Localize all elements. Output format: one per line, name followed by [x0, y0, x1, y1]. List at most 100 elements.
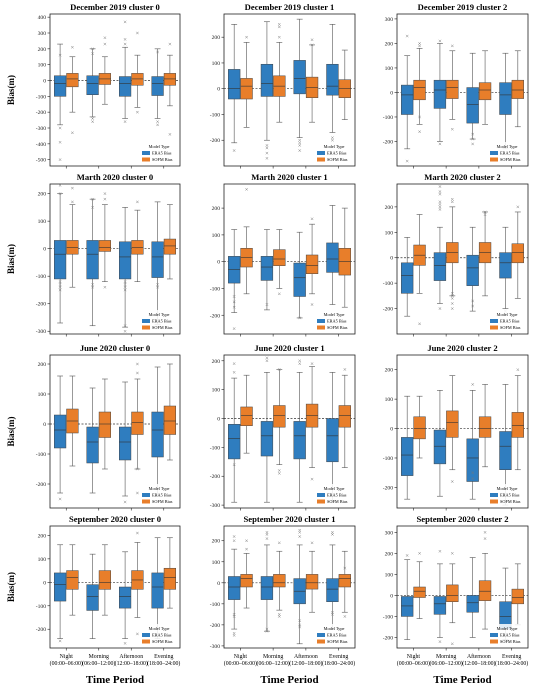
outlier-point: [232, 539, 236, 543]
box-sofm: [338, 49, 351, 120]
box-iqr: [293, 262, 306, 297]
box-era5: [466, 226, 479, 312]
box-era5: [86, 553, 99, 639]
outlier-point: [123, 500, 127, 504]
outlier-point: [483, 213, 487, 216]
box-era5: [401, 237, 414, 317]
outlier-point: [298, 619, 302, 623]
outlier-point: [418, 115, 421, 119]
panel-6: Marth 2020 cluster 2 -200 -100 0 100 200 Model…: [383, 172, 529, 337]
box-sofm: [478, 384, 492, 468]
panel-title: Marth 2020 cluster 1: [251, 172, 327, 182]
y-tick-label: 200: [385, 41, 394, 47]
outlier-point: [71, 200, 74, 204]
outlier-point: [91, 52, 94, 55]
plot-frame: [396, 354, 529, 509]
box-era5: [293, 231, 306, 320]
panel-5: Marth 2020 cluster 1 -200 -100 0 100 200 Model…: [210, 172, 356, 337]
box-sofm: [511, 563, 524, 626]
box-era5: [293, 528, 306, 645]
outlier-point: [156, 285, 159, 289]
x-tick-label: (00:00–06:00): [50, 660, 83, 667]
box-iqr: [511, 79, 524, 99]
y-tick-label: 100: [212, 560, 221, 566]
box-sofm: [131, 31, 144, 114]
outlier-point: [232, 634, 236, 637]
y-axis-label: Bias(m): [6, 572, 16, 602]
plot-frame: [223, 13, 356, 167]
legend-title: Model Type: [149, 626, 170, 631]
outlier-point: [168, 42, 172, 46]
plot-frame: [223, 183, 356, 335]
box-sofm: [273, 368, 286, 475]
box-sofm: [446, 551, 459, 646]
outlier-point: [277, 25, 281, 29]
outlier-point: [91, 120, 94, 124]
outlier-point: [277, 22, 281, 26]
outlier-point: [232, 615, 236, 618]
box-iqr: [163, 73, 177, 86]
y-tick-label: 200: [385, 205, 394, 211]
outlier-point: [58, 53, 62, 57]
legend-swatch: [317, 493, 325, 497]
legend-title: Model Type: [149, 312, 170, 317]
box-iqr: [54, 572, 67, 602]
legend-title: Model Type: [497, 144, 518, 149]
outlier-point: [450, 127, 454, 131]
outlier-point: [265, 151, 269, 155]
box-era5: [433, 549, 447, 644]
box-iqr: [446, 584, 459, 602]
box-era5: [54, 375, 67, 501]
outlier-point: [265, 156, 269, 160]
panel-title: June 2020 cluster 1: [254, 343, 324, 353]
box-era5: [401, 554, 414, 640]
outlier-point: [483, 530, 487, 534]
outlier-point: [450, 294, 454, 298]
x-tick-label: (00:00–06:00): [224, 660, 257, 667]
box-iqr: [260, 63, 274, 97]
outlier-point: [405, 159, 409, 163]
outlier-point: [168, 132, 172, 136]
outlier-point: [483, 210, 487, 214]
box-era5: [86, 387, 99, 494]
box-iqr: [466, 595, 479, 613]
y-tick-label: -100: [383, 115, 393, 121]
legend-label: ERA5 Bias: [152, 633, 172, 638]
legend-swatch: [142, 319, 150, 323]
outlier-point: [58, 183, 62, 187]
box-iqr: [326, 63, 339, 96]
plot-frame: [49, 13, 181, 167]
box-sofm: [163, 363, 177, 461]
box-era5: [151, 537, 164, 639]
box-iqr: [401, 596, 414, 617]
legend-label: ERA5 Bias: [152, 319, 172, 324]
outlier-point: [438, 208, 442, 211]
box-iqr: [413, 416, 426, 440]
y-tick-label: 300: [385, 17, 394, 23]
box-iqr: [228, 576, 241, 600]
panel-11: September 2020 cluster 1 -300 -200 -100 0 100…: [210, 514, 356, 686]
outlier-point: [123, 288, 127, 292]
legend-swatch: [317, 325, 325, 330]
box-sofm: [305, 217, 319, 306]
outlier-point: [58, 158, 62, 162]
box-iqr: [260, 421, 274, 457]
legend-title: Model Type: [324, 312, 345, 317]
legend-label: SOFM Bias: [500, 325, 521, 330]
y-tick-label: 100: [212, 388, 221, 394]
panel-title: June 2020 cluster 0: [80, 343, 150, 353]
x-axis-label: Time Period: [260, 674, 318, 686]
panel-title: September 2020 cluster 2: [416, 514, 508, 524]
x-tick-label: (06:00–12:00): [257, 660, 290, 667]
box-sofm: [98, 378, 112, 470]
outlier-point: [265, 627, 269, 631]
outlier-point: [123, 324, 127, 328]
box-era5: [433, 185, 447, 310]
box-iqr: [151, 572, 164, 609]
outlier-point: [156, 283, 159, 286]
box-era5: [151, 48, 164, 127]
box-sofm: [98, 544, 112, 616]
legend-swatch: [142, 499, 150, 504]
x-tick-label: Evening: [502, 654, 521, 660]
box-iqr: [478, 416, 492, 438]
